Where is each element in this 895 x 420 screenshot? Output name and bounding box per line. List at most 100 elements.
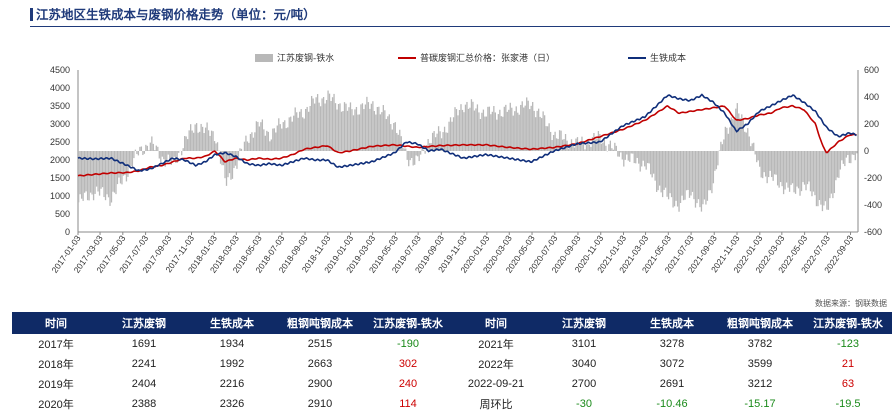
diff-bar (164, 151, 166, 167)
diff-bar (687, 151, 689, 190)
y-right-tick-label: 400 (864, 92, 879, 102)
y-left-tick-label: 0 (65, 227, 70, 237)
diff-bar (461, 109, 464, 151)
diff-bar (614, 142, 616, 151)
diff-bar (711, 151, 713, 194)
diff-bar (703, 151, 706, 200)
diff-bar (753, 142, 755, 151)
title-divider (30, 26, 890, 27)
diff-bar (445, 132, 447, 151)
diff-bar (86, 151, 89, 201)
diff-bar (632, 151, 634, 154)
diff-bar (497, 114, 499, 151)
diff-bar (772, 151, 774, 181)
diff-bar (296, 112, 298, 151)
diff-bar (832, 151, 834, 199)
diff-bar (373, 110, 376, 151)
diff-bar (270, 139, 272, 151)
diff-bar (251, 132, 253, 151)
diff-bar (155, 145, 157, 151)
diff-bar (618, 151, 620, 157)
diff-bar (390, 124, 392, 151)
diff-bar (502, 116, 504, 151)
diff-bar (133, 151, 135, 159)
diff-bar (520, 104, 522, 151)
table-header-cell: 时间 (12, 312, 100, 334)
table-body: 2017年 1691 1934 2515 -190 2021年 3101 3278 3782 -1… (12, 334, 892, 414)
diff-bar (733, 119, 735, 151)
diff-bar (442, 132, 444, 151)
diff-bar (225, 151, 228, 186)
table-cell: 2388 (131, 398, 157, 410)
diff-bar (261, 119, 264, 151)
diff-bar (287, 127, 289, 151)
diff-bar (572, 145, 574, 151)
y-left-tick-label: 4000 (50, 83, 70, 93)
diff-bar (291, 121, 293, 151)
diff-bar (524, 105, 526, 151)
diff-bar (653, 151, 655, 174)
diff-bar (439, 131, 441, 151)
diff-bar (94, 151, 96, 194)
diff-bar (608, 144, 610, 151)
diff-bar (185, 136, 187, 151)
table-cell: 3212 (747, 378, 773, 390)
diff-bar (414, 151, 416, 165)
diff-bar (521, 101, 523, 151)
diff-bar (778, 151, 780, 188)
diff-bar (615, 145, 617, 151)
table-cell: 2018年 (38, 359, 74, 371)
diff-bar (748, 136, 750, 151)
diff-bar (842, 151, 844, 164)
diff-bar (361, 103, 364, 151)
y-right-tick-label: 600 (864, 65, 879, 75)
diff-bar (415, 151, 417, 156)
diff-bar (741, 114, 743, 151)
series-line-scrap-price (77, 104, 857, 177)
diff-bar (481, 112, 483, 151)
diff-bar (285, 128, 287, 151)
table-cell: -10.46 (656, 398, 688, 410)
diff-bar (131, 151, 134, 169)
diff-bar (284, 120, 286, 151)
diff-bar (443, 126, 446, 151)
diff-bar (797, 151, 800, 189)
diff-bar (182, 148, 184, 151)
diff-bar (97, 151, 99, 192)
diff-bar (431, 132, 434, 151)
diff-bar (557, 138, 559, 151)
diff-bar (455, 109, 458, 151)
diff-bar (302, 117, 304, 151)
diff-bar (178, 151, 180, 153)
diff-bar (475, 108, 477, 151)
y-left-tick-label: 1000 (50, 191, 70, 201)
diff-bar (436, 133, 438, 151)
diff-bar (128, 151, 131, 166)
table-cell: 2216 (219, 378, 245, 390)
diff-bar (750, 146, 752, 151)
diff-bar (494, 112, 496, 151)
diff-bar (506, 111, 508, 151)
diff-bar (399, 129, 401, 151)
table-cell: 3278 (659, 338, 685, 350)
diff-bar (655, 151, 658, 192)
diff-bar (372, 101, 374, 151)
diff-bar (160, 151, 162, 163)
diff-bar (756, 151, 758, 163)
diff-bar (648, 151, 650, 164)
diff-bar (430, 143, 432, 151)
diff-bar (508, 109, 510, 151)
diff-bar (558, 130, 561, 151)
diff-bar (548, 123, 550, 151)
diff-bar (747, 128, 749, 151)
diff-bar (119, 151, 122, 184)
chart-title: 江苏地区生铁成本与废钢价格走势（单位：元/吨） (36, 7, 316, 22)
diff-bar (549, 131, 552, 151)
table-row: 2020年 2388 2326 2910 114 周环比 -30 -10.46 -15.17 -1… (12, 394, 892, 414)
diff-bar (248, 142, 250, 151)
diff-bar (808, 151, 810, 182)
diff-bar (712, 151, 715, 184)
table-cell: 3072 (659, 358, 685, 370)
diff-bar (688, 151, 691, 198)
diff-bar (803, 151, 806, 185)
